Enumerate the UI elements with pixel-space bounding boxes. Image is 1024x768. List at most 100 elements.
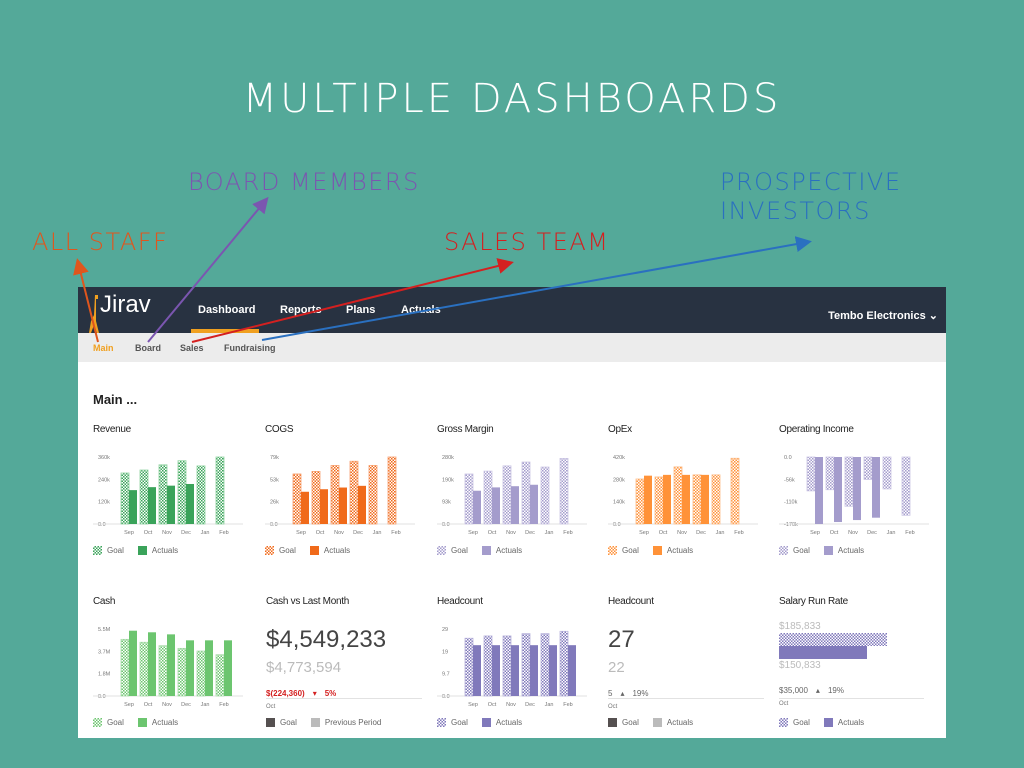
actual-bar-feb[interactable]	[224, 640, 232, 696]
goal-bar-feb[interactable]	[901, 456, 911, 516]
legend-actuals[interactable]: Actuals	[652, 718, 693, 727]
actual-bar-sep[interactable]	[473, 645, 481, 696]
goal-bar-feb[interactable]	[215, 456, 225, 525]
month-label: Oct	[266, 704, 276, 710]
chart-operating-income: Operating Income Goal Actuals -170k -110k -5…	[779, 424, 939, 564]
legend-previous-period[interactable]: Previous Period	[310, 718, 381, 727]
goal-bar-jan[interactable]	[711, 474, 721, 525]
legend-swatch	[93, 546, 102, 555]
actual-bar-oct[interactable]	[834, 457, 842, 523]
legend-actuals[interactable]: Actuals	[481, 546, 522, 555]
chart-headcount: Headcount Goal Actuals 0.0 9.7 19 29 Sep Oct Nov…	[437, 596, 597, 736]
actual-bar-nov[interactable]	[511, 645, 519, 696]
actual-bar-nov[interactable]	[167, 634, 175, 696]
goal-bar-feb[interactable]	[559, 458, 569, 525]
actual-bar-oct[interactable]	[492, 645, 500, 696]
y-tick-label: 19	[442, 649, 448, 655]
kpi-delta: $35,000 ▴ 19%	[779, 686, 844, 695]
x-tick-label: Dec	[867, 530, 877, 536]
y-tick-label: 29	[442, 627, 448, 633]
actual-bar-sep[interactable]	[301, 491, 309, 524]
y-tick-label: 0.0	[442, 694, 450, 700]
app-logo[interactable]: Jirav	[100, 291, 151, 318]
actual-bar-dec[interactable]	[186, 640, 194, 696]
y-tick-label: 0.0	[270, 522, 278, 528]
legend-goal[interactable]: Goal	[437, 546, 468, 555]
legend-actuals[interactable]: Actuals	[652, 546, 693, 555]
legend-actuals[interactable]: Actuals	[137, 546, 178, 555]
goal-bar-jan[interactable]	[196, 465, 206, 525]
y-tick-label: 0.0	[98, 522, 106, 528]
goal-bar-feb[interactable]	[387, 456, 397, 525]
nav-dashboard[interactable]: Dashboard	[198, 304, 256, 316]
goal-bar-jan[interactable]	[368, 465, 378, 525]
active-nav-indicator	[191, 329, 259, 333]
arrow-sales-team	[191, 258, 514, 343]
bar-chart: 0.0 1.8M 3.7M 5.5M Sep Oct Nov Dec Jan Feb	[93, 627, 243, 708]
legend-goal[interactable]: Goal	[779, 546, 810, 555]
y-tick-label: 0.0	[98, 694, 106, 700]
legend-actuals[interactable]: Actuals	[137, 718, 178, 727]
actual-bar-nov[interactable]	[511, 486, 519, 524]
actual-bar-dec[interactable]	[530, 484, 538, 524]
tab-main[interactable]: Main	[93, 343, 114, 353]
caret-down-icon: ▾	[312, 689, 317, 698]
actual-bar-dec[interactable]	[358, 485, 366, 524]
goal-bar-feb[interactable]	[730, 457, 740, 525]
goal-bar-jan[interactable]	[540, 466, 550, 525]
kpi-cash-vs-last-month: Cash vs Last Month $4,549,233 $4,773,594…	[266, 596, 426, 736]
x-tick-label: Jan	[545, 702, 554, 708]
legend-actuals[interactable]: Actuals	[823, 546, 864, 555]
page-title[interactable]: Main ...	[93, 392, 138, 407]
legend-goal[interactable]: Goal	[608, 718, 639, 727]
actual-bar-nov[interactable]	[682, 474, 690, 524]
legend-goal[interactable]: Goal	[779, 718, 810, 727]
actual-bar-jan[interactable]	[549, 645, 557, 696]
x-tick-label: Sep	[296, 530, 306, 536]
actual-bar-oct[interactable]	[663, 474, 671, 524]
tab-sales[interactable]: Sales	[180, 343, 204, 353]
actual-bar-feb[interactable]	[568, 645, 576, 696]
legend-goal[interactable]: Goal	[265, 546, 296, 555]
actual-bar-oct[interactable]	[492, 487, 500, 524]
nav-plans[interactable]: Plans	[346, 304, 376, 316]
y-tick-label: 120k	[98, 500, 110, 506]
actual-bar-dec[interactable]	[530, 645, 538, 696]
legend-goal[interactable]: Goal	[266, 718, 297, 727]
legend-actuals[interactable]: Actuals	[823, 718, 864, 727]
delta-amount: $(224,360)	[266, 689, 305, 698]
legend-swatch	[481, 546, 491, 555]
legend-goal[interactable]: Goal	[93, 718, 124, 727]
actual-bar-oct[interactable]	[320, 489, 328, 524]
legend-swatch	[652, 546, 662, 555]
actual-bar-sep[interactable]	[644, 475, 652, 524]
legend: Goal Actuals	[779, 718, 864, 727]
x-tick-label: Feb	[905, 530, 914, 536]
goal-bar-jan[interactable]	[882, 456, 892, 490]
actual-bar-jan[interactable]	[205, 640, 213, 696]
legend-goal[interactable]: Goal	[93, 546, 124, 555]
actual-bar-oct[interactable]	[148, 487, 156, 524]
actual-bar-dec[interactable]	[186, 483, 194, 524]
actual-bar-sep[interactable]	[473, 490, 481, 524]
month-label: Oct	[779, 701, 789, 707]
actual-bar-sep[interactable]	[129, 630, 137, 696]
legend-goal[interactable]: Goal	[437, 718, 468, 727]
actual-bar-nov[interactable]	[339, 487, 347, 524]
tab-board[interactable]: Board	[135, 343, 162, 353]
month-label: Oct	[608, 704, 618, 710]
actual-bar-dec[interactable]	[872, 457, 880, 518]
actual-bar-dec[interactable]	[701, 474, 709, 524]
legend-actuals[interactable]: Actuals	[309, 546, 350, 555]
actual-bar-sep[interactable]	[129, 490, 137, 524]
actual-bar-nov[interactable]	[853, 457, 861, 521]
actual-bar-nov[interactable]	[167, 485, 175, 524]
legend-actuals[interactable]: Actuals	[481, 718, 522, 727]
actual-bar-sep[interactable]	[815, 457, 823, 524]
chart-cogs: COGS Goal Actuals 0.0 26k 53k 79k Sep Oct Nov Dec…	[265, 424, 425, 564]
legend-goal[interactable]: Goal	[608, 546, 639, 555]
actual-bar-oct[interactable]	[148, 632, 156, 696]
tab-fundraising[interactable]: Fundraising	[224, 343, 276, 353]
company-selector[interactable]: Tembo Electronics ⌄	[828, 310, 938, 322]
dashboard-tabs: Main Board Sales Fundraising	[78, 333, 946, 362]
